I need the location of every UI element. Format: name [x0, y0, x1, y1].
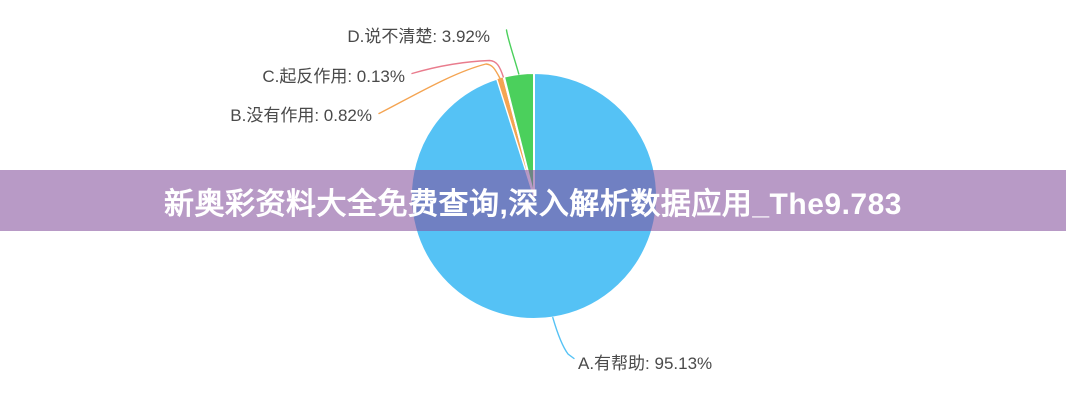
slice-label-d: D.说不清楚: 3.92%: [347, 27, 490, 46]
leader-line-b: [378, 63, 501, 115]
banner-overlay: 新奥彩资料大全免费查询,深入解析数据应用_The9.783: [0, 170, 1066, 231]
banner-text: 新奥彩资料大全免费查询,深入解析数据应用_The9.783: [164, 187, 902, 221]
leader-line-a: [552, 316, 575, 360]
leader-line-c: [411, 59, 504, 78]
slice-label-c: C.起反作用: 0.13%: [262, 67, 405, 86]
leader-line-d: [505, 29, 520, 75]
slice-label-b: B.没有作用: 0.82%: [230, 106, 372, 125]
slice-label-a: A.有帮助: 95.13%: [578, 354, 713, 373]
